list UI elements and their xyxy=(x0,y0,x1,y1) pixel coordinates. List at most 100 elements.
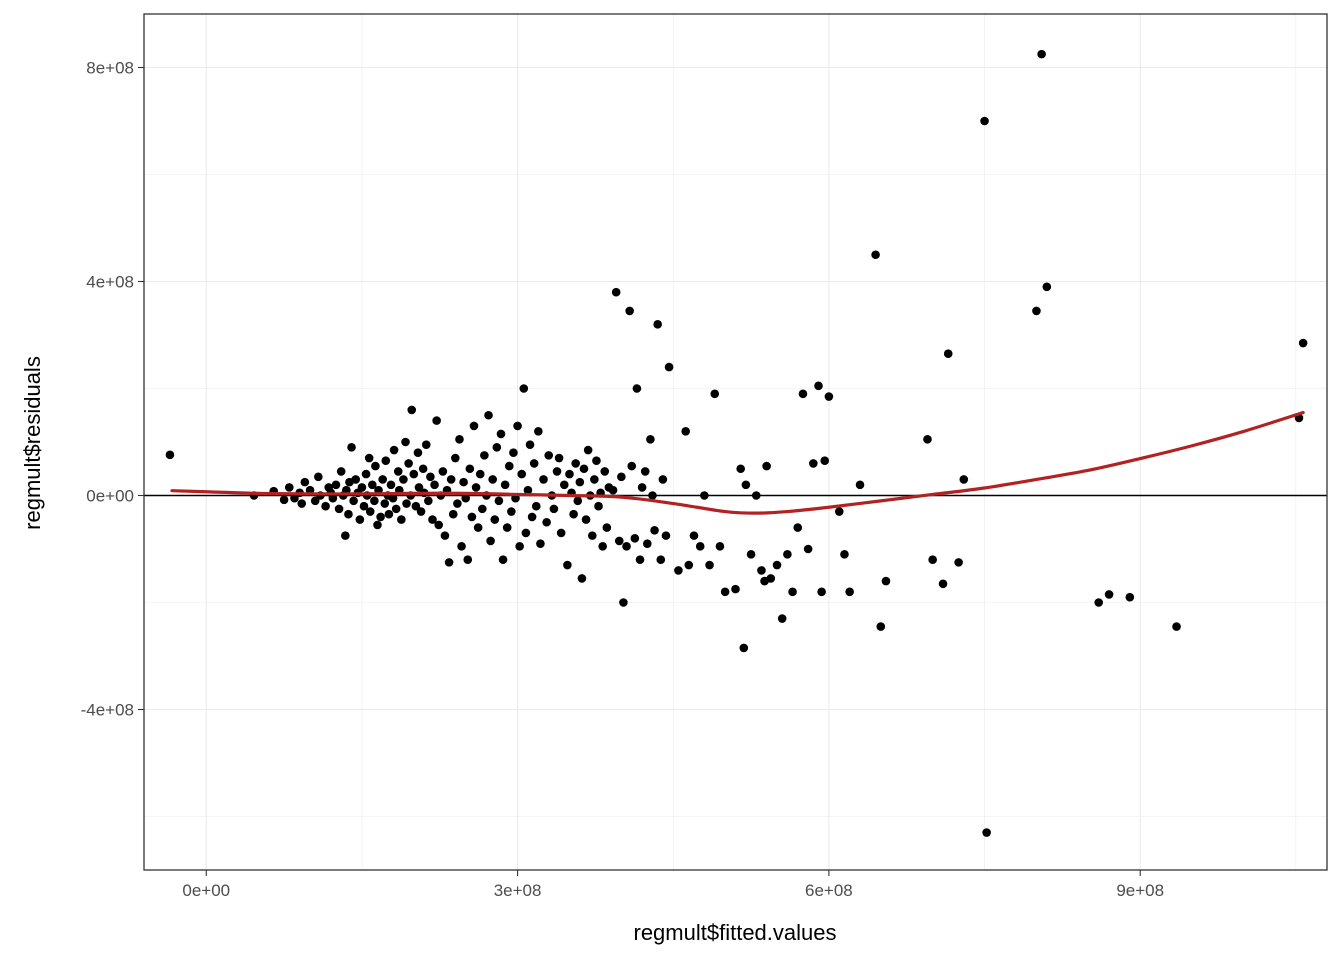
data-point xyxy=(653,320,662,329)
data-point xyxy=(444,558,454,567)
data-point xyxy=(766,574,776,583)
data-point xyxy=(622,542,631,551)
data-point xyxy=(459,477,468,487)
data-point xyxy=(477,504,487,514)
data-point xyxy=(741,480,751,490)
x-axis-ticks: 0e+00 3e+08 6e+08 9e+08 xyxy=(182,870,1164,900)
data-point xyxy=(473,523,483,532)
data-point xyxy=(736,464,745,474)
data-point xyxy=(824,392,834,401)
data-point xyxy=(757,566,766,575)
data-point xyxy=(592,456,601,466)
data-point xyxy=(453,499,462,508)
data-point xyxy=(1042,282,1052,292)
data-point xyxy=(845,587,854,597)
y-tick-label: 4e+08 xyxy=(86,273,134,292)
data-point xyxy=(525,440,535,449)
y-axis-ticks: -4e+08 0e+00 4e+08 8e+08 xyxy=(81,59,144,720)
data-point xyxy=(587,531,597,540)
data-point xyxy=(467,512,477,522)
data-point xyxy=(689,531,699,540)
data-point xyxy=(943,349,953,359)
data-point xyxy=(577,574,587,583)
data-point xyxy=(440,531,450,540)
data-point xyxy=(351,475,360,484)
data-point xyxy=(1094,598,1104,607)
data-point xyxy=(1298,338,1308,348)
data-point xyxy=(376,512,385,522)
data-point xyxy=(300,477,310,487)
data-point xyxy=(556,528,566,538)
data-point xyxy=(409,469,419,479)
data-point xyxy=(783,550,792,559)
data-point xyxy=(484,410,493,420)
data-point xyxy=(413,448,423,458)
y-tick-label: -4e+08 xyxy=(81,701,134,720)
data-point xyxy=(490,515,500,524)
data-point xyxy=(559,480,569,490)
data-point xyxy=(1032,306,1041,316)
data-point xyxy=(542,517,551,527)
data-point xyxy=(602,523,612,532)
data-point xyxy=(331,480,341,490)
data-point xyxy=(341,531,350,540)
y-tick-label: 0e+00 xyxy=(86,487,134,506)
data-point xyxy=(788,587,797,597)
data-point xyxy=(938,579,948,589)
data-point xyxy=(809,459,818,468)
data-point xyxy=(486,536,495,546)
data-point xyxy=(426,472,435,482)
data-point xyxy=(475,469,485,479)
data-point xyxy=(527,512,537,522)
data-point xyxy=(384,509,394,519)
data-point xyxy=(658,475,668,484)
data-point xyxy=(637,483,647,492)
data-point xyxy=(681,427,690,436)
data-point xyxy=(674,566,683,575)
data-point xyxy=(347,443,356,452)
data-point xyxy=(507,507,516,516)
data-point xyxy=(430,480,439,490)
data-point xyxy=(928,555,937,564)
data-point xyxy=(451,453,460,463)
data-point xyxy=(855,480,865,490)
data-point xyxy=(378,475,387,484)
data-point xyxy=(498,555,508,564)
data-point xyxy=(614,536,624,546)
data-point xyxy=(798,389,808,399)
data-point xyxy=(571,459,580,468)
plot-panel-background xyxy=(144,14,1327,870)
data-point xyxy=(513,421,522,431)
data-point xyxy=(342,485,351,495)
data-point xyxy=(611,287,621,297)
data-point xyxy=(455,435,464,444)
data-point xyxy=(684,560,694,570)
data-point xyxy=(648,491,657,500)
data-point xyxy=(402,499,411,508)
data-point xyxy=(715,542,725,551)
data-point xyxy=(954,558,963,567)
data-point xyxy=(594,501,603,511)
data-point xyxy=(461,493,470,503)
data-point xyxy=(661,531,671,540)
data-point xyxy=(834,507,844,516)
data-point xyxy=(519,384,529,393)
data-point xyxy=(876,622,886,631)
data-point xyxy=(336,467,346,476)
data-point xyxy=(297,499,307,508)
data-point xyxy=(531,501,541,511)
data-point xyxy=(284,483,294,492)
minor-gridlines xyxy=(144,14,1327,870)
data-point xyxy=(630,534,640,543)
data-point xyxy=(731,584,740,594)
data-point xyxy=(365,507,375,516)
data-point xyxy=(565,469,574,479)
data-point xyxy=(448,509,458,519)
data-point xyxy=(539,475,548,484)
data-point xyxy=(656,555,666,564)
data-point xyxy=(554,453,564,463)
data-point xyxy=(640,467,650,476)
data-point xyxy=(391,504,401,514)
data-point xyxy=(625,306,634,316)
data-point xyxy=(552,467,562,476)
